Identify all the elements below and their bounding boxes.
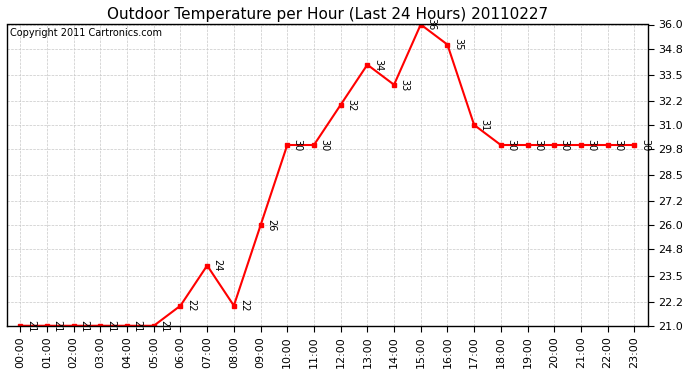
Text: 21: 21: [159, 320, 169, 332]
Text: 34: 34: [373, 58, 383, 71]
Text: 36: 36: [426, 18, 436, 31]
Text: 26: 26: [266, 219, 276, 231]
Text: 22: 22: [239, 299, 249, 312]
Text: 24: 24: [213, 260, 223, 272]
Text: 33: 33: [400, 79, 410, 91]
Text: 21: 21: [26, 320, 36, 332]
Text: 21: 21: [79, 320, 89, 332]
Text: 32: 32: [346, 99, 356, 111]
Text: 30: 30: [586, 139, 596, 151]
Text: 30: 30: [533, 139, 543, 151]
Text: 30: 30: [613, 139, 623, 151]
Title: Outdoor Temperature per Hour (Last 24 Hours) 20110227: Outdoor Temperature per Hour (Last 24 Ho…: [107, 7, 548, 22]
Text: 22: 22: [186, 299, 196, 312]
Text: 21: 21: [132, 320, 143, 332]
Text: 30: 30: [293, 139, 303, 151]
Text: 30: 30: [560, 139, 570, 151]
Text: Copyright 2011 Cartronics.com: Copyright 2011 Cartronics.com: [10, 27, 162, 38]
Text: 30: 30: [506, 139, 516, 151]
Text: 21: 21: [106, 320, 116, 332]
Text: 31: 31: [480, 119, 490, 131]
Text: 30: 30: [640, 139, 650, 151]
Text: 21: 21: [52, 320, 63, 332]
Text: 35: 35: [453, 38, 463, 51]
Text: 30: 30: [319, 139, 330, 151]
